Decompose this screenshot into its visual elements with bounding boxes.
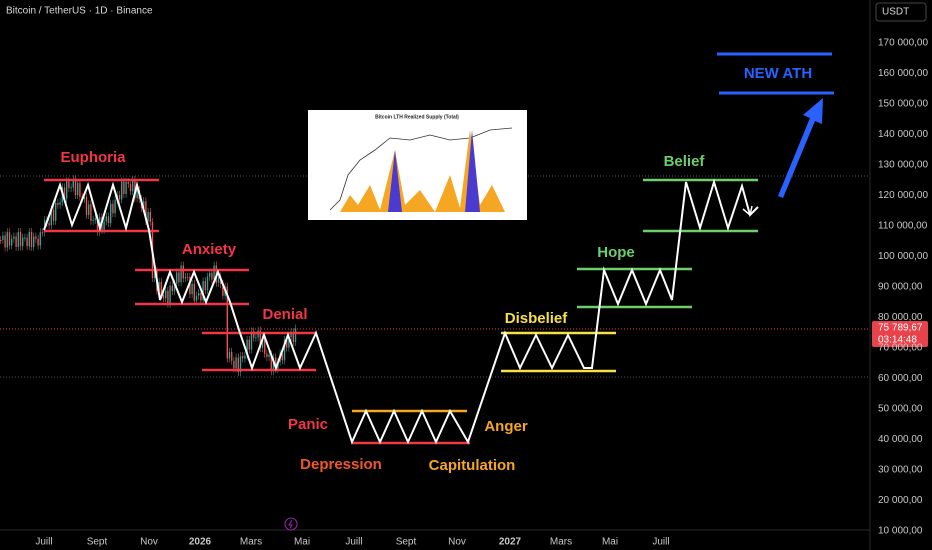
symbol-title: Bitcoin / TetherUS · 1D · Binance bbox=[6, 6, 153, 17]
phase-label: Belief bbox=[664, 153, 706, 170]
phase-label: Disbelief bbox=[505, 310, 569, 327]
inset-area bbox=[388, 130, 480, 212]
price-axis-label: 40 000,00 bbox=[878, 434, 923, 445]
phase-label: NEW ATH bbox=[744, 65, 812, 82]
price-axis-label: 120 000,00 bbox=[878, 190, 928, 201]
time-axis-label: Mars bbox=[240, 537, 262, 548]
cycle-path bbox=[43, 178, 759, 445]
price-value: 75 789,67 bbox=[878, 323, 923, 334]
event-icon[interactable] bbox=[284, 517, 298, 531]
price-axis-label: 70 000,00 bbox=[878, 343, 923, 354]
time-axis-label: Sept bbox=[87, 537, 108, 548]
currency-label: USDT bbox=[882, 7, 909, 18]
price-axis-label: 50 000,00 bbox=[878, 404, 923, 415]
phase-label: Panic bbox=[288, 416, 328, 433]
time-axis-label: Juill bbox=[652, 537, 669, 548]
inset-image: Bitcoin LTH Realized Supply (Total) bbox=[308, 110, 527, 220]
price-axis-label: 60 000,00 bbox=[878, 373, 923, 384]
ath-arrow bbox=[778, 98, 823, 198]
time-axis-label: Mai bbox=[602, 537, 618, 548]
price-axis-label: 80 000,00 bbox=[878, 312, 923, 323]
inset-area bbox=[340, 130, 505, 212]
time-axis-label: 2026 bbox=[189, 537, 212, 548]
phase-label: Depression bbox=[300, 456, 382, 473]
time-axis-label: Nov bbox=[140, 537, 158, 548]
time-axis-label: Juill bbox=[35, 537, 52, 548]
path-arrowhead bbox=[742, 205, 753, 217]
currency-button[interactable] bbox=[875, 2, 927, 22]
bands bbox=[44, 52, 834, 445]
phase-label: Capitulation bbox=[429, 457, 516, 474]
price-axis-label: 20 000,00 bbox=[878, 495, 923, 506]
price-axis-label: 30 000,00 bbox=[878, 465, 923, 476]
price-axis-label: 140 000,00 bbox=[878, 129, 928, 140]
price-axis-label: 100 000,00 bbox=[878, 251, 928, 262]
price-axis-label: 170 000,00 bbox=[878, 38, 928, 49]
phase-label: Hope bbox=[597, 244, 635, 261]
inset-line bbox=[329, 127, 513, 211]
phase-label: Anger bbox=[484, 418, 528, 435]
event-icon-glyph bbox=[288, 519, 293, 529]
time-axis-label: 2027 bbox=[499, 537, 522, 548]
price-axis-label: 150 000,00 bbox=[878, 99, 928, 110]
time-axis-label: Mai bbox=[294, 537, 310, 548]
phase-label: Anxiety bbox=[182, 241, 237, 258]
price-tag bbox=[872, 321, 928, 347]
inset-title: Bitcoin LTH Realized Supply (Total) bbox=[375, 114, 459, 120]
phase-label: Denial bbox=[262, 306, 307, 323]
time-axis-label: Juill bbox=[345, 537, 362, 548]
price-axis-label: 130 000,00 bbox=[878, 160, 928, 171]
price-axis-label: 10 000,00 bbox=[878, 526, 923, 537]
price-countdown: 03:14:48 bbox=[878, 335, 917, 346]
price-axis-label: 90 000,00 bbox=[878, 282, 923, 293]
time-axis-label: Mars bbox=[550, 537, 572, 548]
phase-label: Euphoria bbox=[60, 149, 126, 166]
time-axis-label: Nov bbox=[448, 537, 466, 548]
price-axis-label: 110 000,00 bbox=[878, 221, 928, 232]
price-axis-label: 160 000,00 bbox=[878, 68, 928, 79]
time-axis-label: Sept bbox=[396, 537, 417, 548]
